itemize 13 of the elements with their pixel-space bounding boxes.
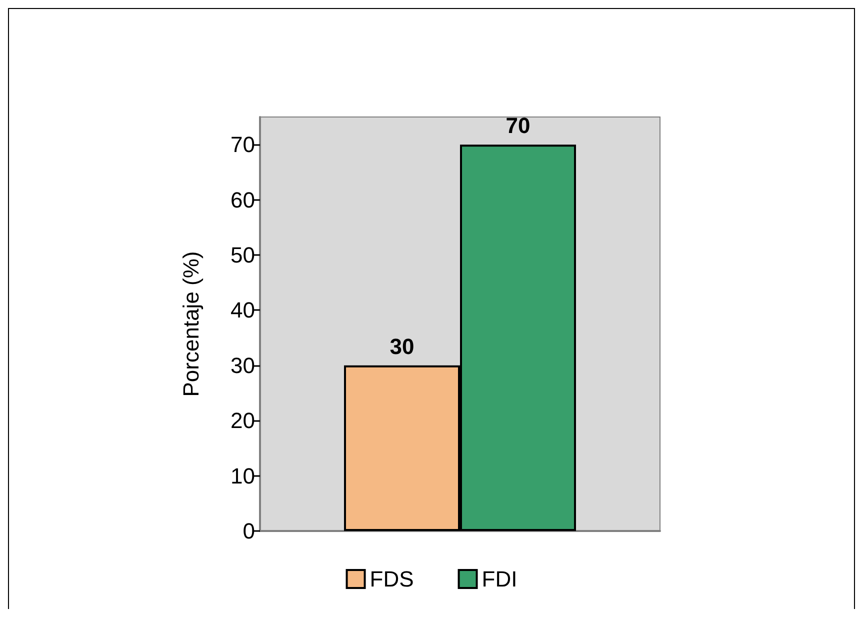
y-tick-label: 10	[230, 463, 255, 488]
y-tick-label: 50	[230, 242, 255, 268]
y-axis-title: Porcentaje (%)	[178, 251, 204, 397]
y-tick-label: 0	[242, 518, 255, 544]
y-tick-label: 30	[230, 352, 255, 378]
legend-label: FDI	[482, 566, 518, 592]
y-tick-label: 40	[230, 298, 255, 323]
data-label: 70	[506, 113, 530, 138]
y-tick-label: 60	[230, 187, 255, 212]
y-tick-label: 20	[230, 408, 255, 434]
y-tick-label: 70	[230, 132, 255, 158]
legend-label: FDS	[370, 566, 414, 592]
data-label: 30	[390, 334, 414, 359]
